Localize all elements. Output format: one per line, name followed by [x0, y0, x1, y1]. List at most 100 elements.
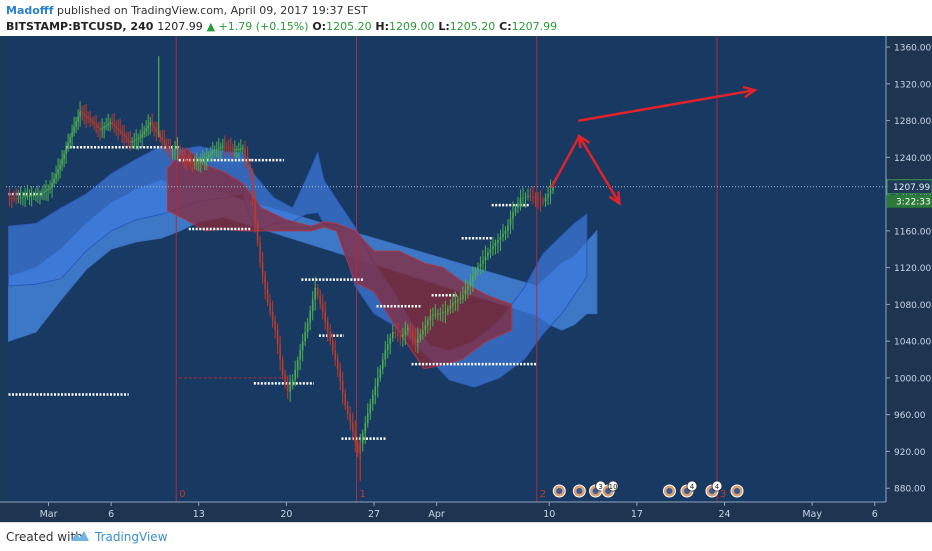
event-badges[interactable]: 3 10 4 4 [552, 480, 744, 498]
candle-body [174, 149, 176, 151]
candle-body [467, 286, 469, 291]
event-count-badge [711, 480, 723, 492]
close-value: 1207.99 [511, 20, 558, 33]
candle-body [366, 413, 369, 424]
candle-body [242, 148, 244, 150]
high-value: 1209.00 [389, 20, 435, 33]
candle-body [417, 338, 419, 343]
candle-body [117, 127, 119, 130]
candle-body [28, 195, 31, 197]
candle-body [95, 124, 97, 127]
candle-body [296, 360, 299, 370]
candle-body [15, 198, 17, 200]
candle-body [89, 118, 91, 121]
candle-body [75, 121, 77, 127]
last-price-box [886, 179, 932, 195]
candle-body [391, 331, 394, 339]
candle-body [59, 164, 61, 170]
candle-body [329, 331, 332, 342]
projection-arrow [578, 88, 756, 122]
time-axis-panel [0, 502, 932, 522]
created-with-text: Created with [6, 530, 83, 544]
candle-body [137, 138, 139, 140]
price-change: ▲ +1.79 (+0.15%) [206, 20, 309, 33]
candle-body [376, 377, 379, 387]
open-label: O: [312, 20, 327, 33]
candle-body [139, 137, 141, 139]
candle-body [384, 350, 387, 360]
candle-body [131, 141, 133, 143]
candle-body [55, 173, 57, 179]
candle-body [514, 207, 517, 213]
candle-body [218, 148, 220, 150]
price-tick-label: 960.00 [894, 411, 926, 421]
candle-body [326, 321, 329, 332]
author-link[interactable]: Madofff [6, 4, 54, 17]
candle-body [43, 191, 45, 193]
candle-body [294, 369, 296, 380]
candle-body [452, 302, 454, 306]
candle-body [309, 311, 311, 323]
candle-body [85, 115, 87, 117]
candle-body [107, 123, 109, 126]
candle-body [187, 161, 190, 163]
candle-body [209, 152, 212, 155]
event-count-badge [607, 480, 619, 492]
candle-body [10, 197, 13, 199]
arrow-head [742, 85, 758, 98]
candle-body [304, 331, 306, 342]
candle-body [57, 169, 59, 174]
candle-body [79, 111, 81, 117]
candle-body [407, 327, 409, 331]
candle-body [77, 116, 79, 122]
close-label: C: [499, 20, 512, 33]
candle-body [527, 195, 529, 197]
candle-body [153, 125, 156, 129]
candle-body [249, 165, 251, 174]
candle-body [479, 263, 482, 268]
candle-body [484, 256, 487, 261]
candle-body [502, 233, 504, 237]
candle-body [336, 359, 339, 369]
candle-body [26, 195, 29, 197]
candle-body [215, 149, 218, 151]
candle-body [161, 137, 164, 141]
candle-body [226, 147, 228, 149]
low-label: L: [438, 20, 450, 33]
candle-body [125, 136, 127, 139]
candle-body [127, 138, 129, 141]
candle-body [37, 194, 39, 196]
candle-body [183, 159, 186, 161]
candle-body [389, 338, 392, 345]
candle-body [61, 159, 63, 165]
candle-body [507, 224, 509, 231]
candle-body [83, 113, 85, 116]
price-tick-label: 1240.00 [894, 154, 931, 164]
candle-body [299, 350, 301, 361]
candle-body [222, 146, 224, 148]
candle-body [171, 150, 174, 152]
candle-body [459, 298, 462, 301]
event-flag-center [666, 488, 673, 494]
candle-body [191, 163, 194, 165]
candle-body [356, 442, 359, 454]
candle-body [331, 341, 334, 351]
candle-body [53, 178, 55, 184]
time-tick-label: 24 [718, 509, 730, 520]
candle-body [379, 368, 382, 378]
candle-body [412, 332, 414, 338]
candle-body [482, 260, 484, 264]
candle-body [402, 334, 404, 338]
candle-body [354, 431, 357, 443]
event-flag-center [734, 488, 741, 494]
candle-body [244, 148, 246, 157]
candle-body [547, 194, 549, 198]
tradingview-brand-link[interactable]: TradingView [95, 530, 168, 544]
candle-body [512, 212, 514, 219]
candle-body [414, 337, 417, 343]
candle-body [361, 433, 364, 444]
candle-body [141, 134, 143, 138]
candle-body [151, 122, 154, 126]
tradingview-logo-icon[interactable] [70, 529, 90, 543]
